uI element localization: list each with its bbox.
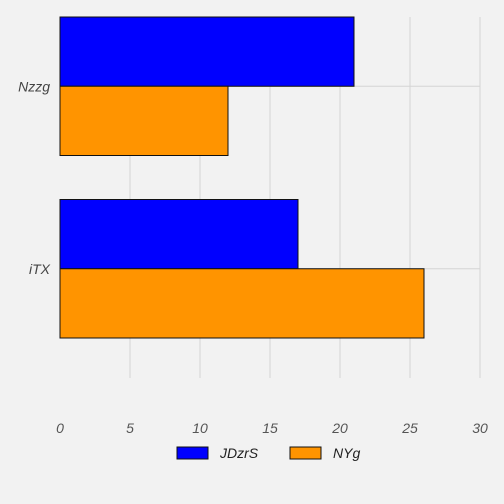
legend-label: JDzrS	[219, 445, 259, 461]
x-tick-label: 5	[126, 420, 134, 436]
bar-NYg-iTX	[59, 268, 425, 339]
bars	[59, 16, 425, 339]
bar-JDzrS-iTX	[59, 199, 299, 270]
legend-swatch	[176, 446, 209, 460]
legend: JDzrS NYg	[176, 445, 360, 461]
bar-JDzrS-Nzzg	[59, 16, 355, 87]
x-tick-label: 10	[192, 420, 208, 436]
legend-swatch	[289, 446, 322, 460]
category-label: iTX	[29, 261, 51, 277]
x-tick-label: 25	[401, 420, 418, 436]
x-tick-label: 30	[472, 420, 488, 436]
x-tick-label: 15	[262, 420, 278, 436]
x-tick-label: 0	[56, 420, 64, 436]
bar-NYg-Nzzg	[59, 85, 229, 156]
legend-label: NYg	[333, 445, 360, 461]
x-axis-ticks: 0 5 10 15 20 25 30	[56, 420, 488, 436]
x-tick-label: 20	[331, 420, 348, 436]
category-labels: Nzzg iTX	[18, 78, 51, 277]
category-label: Nzzg	[18, 78, 50, 94]
